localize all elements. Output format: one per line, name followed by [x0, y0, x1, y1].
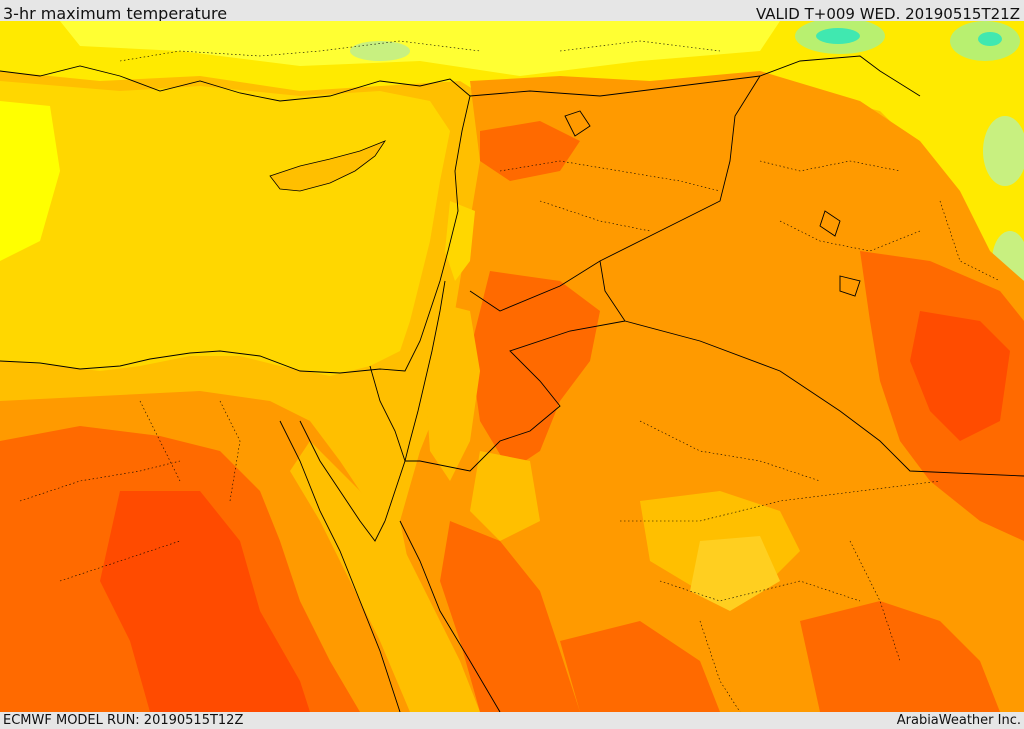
hot-zone-saudi-south: [560, 621, 720, 712]
credit-label: ArabiaWeather Inc.: [896, 713, 1021, 728]
green-patch-4: [978, 32, 1002, 46]
levant-orange: [400, 71, 1024, 712]
valid-time: VALID T+009 WED. 20190515T21Z: [755, 5, 1020, 23]
hot-zone-egypt-inner: [100, 491, 310, 712]
map-lines: [0, 55, 1024, 712]
hot-zone-jordan: [470, 271, 600, 471]
cool-zone-saudi-2: [690, 536, 780, 611]
green-patch-2: [816, 28, 860, 44]
model-run-label: ECMWF MODEL RUN: 20190515T12Z: [3, 713, 244, 728]
hot-zone-saudi-west: [440, 521, 580, 712]
sea-west-bright: [0, 101, 60, 261]
green-patch-5: [983, 116, 1024, 186]
red-sea-zone: [290, 441, 480, 712]
green-patch-7: [350, 41, 410, 61]
hot-zone-syria: [480, 121, 580, 181]
mediterranean-sea: [0, 81, 450, 376]
map-title: 3-hr maximum temperature: [3, 4, 228, 23]
hot-zone-saudi-east: [800, 601, 1000, 712]
footer-bar: ECMWF MODEL RUN: 20190515T12Z ArabiaWeat…: [0, 712, 1024, 729]
cool-zone-saudi-3: [470, 451, 540, 541]
province-lines: [19, 40, 1001, 712]
hot-zone-iraq-inner: [910, 311, 1010, 441]
cyprus-island: [269, 140, 387, 192]
cool-zone-lebanon: [445, 201, 475, 281]
header-bar: 3-hr maximum temperature VALID T+009 WED…: [0, 0, 1024, 23]
cool-zone-jordan: [425, 301, 480, 481]
temperature-map: [0, 21, 1024, 712]
north-light-zone: [60, 21, 780, 76]
